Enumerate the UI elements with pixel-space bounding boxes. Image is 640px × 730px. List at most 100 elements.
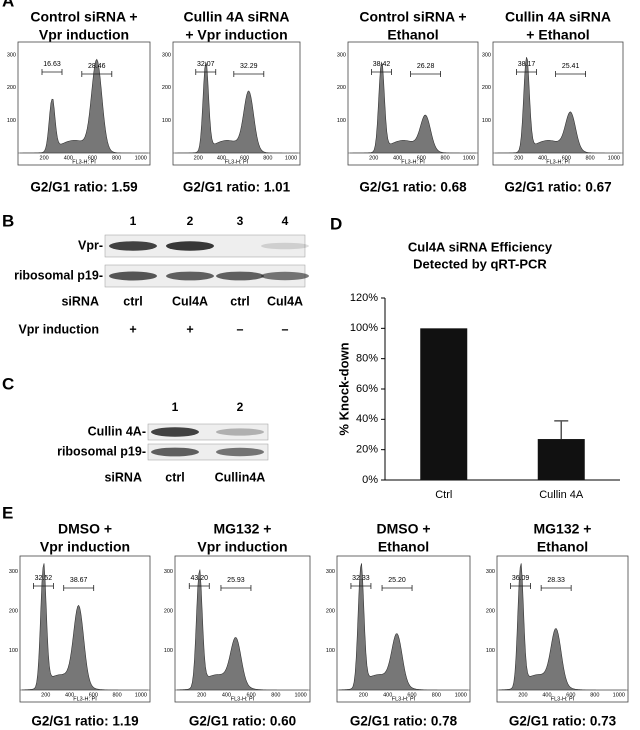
gate-label: 38.67 [70,577,88,584]
plot-title: MG132 + [534,521,592,537]
x-axis-label: FL3-H: PI [551,696,575,702]
y-tick-label: 100 [162,118,171,124]
row-label: ribosomal p19- [57,444,146,458]
x-tick-label: 1000 [135,155,147,161]
lane-label: – [237,322,244,336]
plot-title: MG132 + [214,521,272,537]
x-tick-label: 400 [64,155,73,161]
y-tick-label: 200 [164,609,173,615]
ratio: G2/G1 ratio: 1.59 [30,180,137,195]
ratio: G2/G1 ratio: 1.19 [31,714,138,729]
panel-letter: D [330,214,342,233]
x-tick-label: 600 [562,155,571,161]
lane-number: 1 [130,214,137,228]
gate-label: 25.20 [388,577,406,584]
y-tick-label: 300 [337,53,346,59]
y-tick-label: 200 [337,85,346,91]
y-tick-label: 300 [9,569,18,575]
panel-letter: A [2,0,14,10]
y-tick-label: 300 [164,569,173,575]
y-tick-label: 200 [9,609,18,615]
x-tick-label: 800 [271,692,280,698]
x-tick-label: 600 [89,692,98,698]
plot-title: + Ethanol [526,27,589,43]
plot-title: DMSO + [58,521,112,537]
x-axis-label: FL3-H: PI [401,159,425,165]
y-tick-label: 100 [164,648,173,654]
x-tick-label: 600 [566,692,575,698]
x-tick-label: 200 [359,692,368,698]
x-tick-label: 400 [383,692,392,698]
x-tick-label: 400 [538,155,547,161]
plot-title: Control siRNA + [30,9,137,25]
plot-title: Vpr induction [39,27,129,43]
y-tick-label: 100 [337,118,346,124]
x-tick-label: 800 [441,155,450,161]
ratio: G2/G1 ratio: 1.01 [183,180,291,195]
y-tick-label: 100 [486,648,495,654]
ratio: G2/G1 ratio: 0.68 [359,180,467,195]
lane-number: 2 [237,400,244,414]
x-tick-label: Ctrl [435,489,452,501]
y-tick-label: 300 [162,53,171,59]
x-tick-label: 600 [407,692,416,698]
plot-title: Ethanol [378,539,429,555]
x-tick-label: 800 [113,692,122,698]
band [109,271,157,281]
ratio: G2/G1 ratio: 0.78 [350,714,458,729]
x-axis-label: FL3-H: PI [231,696,255,702]
y-tick-label: 300 [486,569,495,575]
x-axis-label: FL3-H: PI [225,159,249,165]
plot-title: Vpr induction [197,539,287,555]
plot-title: Ethanol [387,27,438,43]
ratio: G2/G1 ratio: 0.67 [504,180,611,195]
x-tick-label: 400 [65,692,74,698]
plot-title: + Vpr induction [185,27,287,43]
gate-label: 38.17 [518,61,536,68]
y-tick-label: 200 [486,609,495,615]
band [216,428,264,436]
plot-title: Cullin 4A siRNA [505,9,611,25]
panel-letter: C [2,374,14,393]
y-tick-label: 0% [362,474,378,486]
x-tick-label: 1000 [463,155,475,161]
x-axis-label: FL3-H: PI [546,159,570,165]
gate-label: 25.41 [562,63,580,70]
y-tick-label: 300 [482,53,491,59]
y-tick-label: 100 [326,648,335,654]
y-tick-label: 40% [356,413,378,425]
lane-number: 2 [187,214,194,228]
y-tick-label: 200 [7,85,16,91]
lane-label: + [129,322,136,336]
y-tick-label: 20% [356,444,378,456]
band [166,271,214,281]
lane-number: 4 [282,214,289,228]
y-tick-label: 200 [162,85,171,91]
x-tick-label: 600 [417,155,426,161]
x-tick-label: 800 [586,155,595,161]
x-tick-label: 600 [88,155,97,161]
lane-number: 3 [237,214,244,228]
row-label: siRNA [104,470,142,484]
panel-letter: E [2,503,13,522]
x-tick-label: 1000 [608,155,620,161]
y-tick-label: 100 [482,118,491,124]
x-tick-label: 200 [41,692,50,698]
y-tick-label: 80% [356,353,378,365]
x-tick-label: 400 [217,155,226,161]
row-label: siRNA [61,294,99,308]
gate-label: 16.63 [43,61,61,68]
x-tick-label: 1000 [294,692,306,698]
y-tick-label: 60% [356,383,378,395]
plot-title: Vpr induction [40,539,130,555]
x-tick-label: 600 [247,692,256,698]
row-label: Vpr induction [18,322,99,336]
x-axis-label: FL3-H: PI [392,696,416,702]
x-tick-label: 1000 [285,155,297,161]
band [151,447,199,457]
y-tick-label: 120% [350,292,378,304]
lane-label: – [282,322,289,336]
y-tick-label: 100 [7,118,16,124]
panel-letter: B [2,211,14,230]
